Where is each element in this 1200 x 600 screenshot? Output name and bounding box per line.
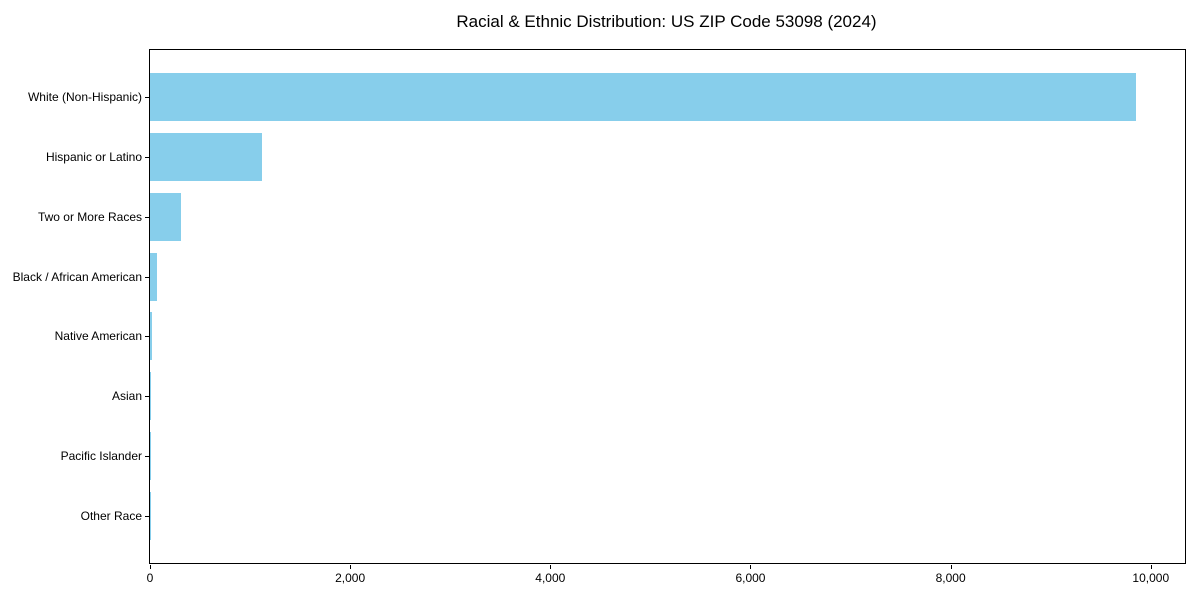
x-axis-tick [550,565,552,569]
x-axis-tick-label: 2,000 [335,571,366,585]
x-axis-tick-label: 8,000 [935,571,966,585]
plot-area: White (Non-Hispanic) Hispanic or Latino Tw… [13,49,1186,585]
bar [150,372,151,421]
y-axis-tick [145,336,149,338]
bar [150,491,151,540]
x-axis-tick [750,565,752,569]
y-axis-label: White (Non-Hispanic) [27,90,142,105]
y-axis-tick [145,216,149,218]
y-axis-label: Hispanic or Latino [45,150,142,165]
y-axis-tick [145,276,149,278]
y-axis-label: Other Race [80,508,142,523]
y-axis-label: Native American [54,329,142,344]
y-axis-label: Black / African American [12,269,142,284]
x-axis-tick [950,565,952,569]
y-axis-label: Asian [111,389,142,404]
x-axis-tick [350,565,352,569]
y-axis-tick [145,455,149,457]
bar [150,133,263,181]
x-axis-tick-label: 6,000 [735,571,766,585]
y-axis-tick [145,97,149,99]
x-axis-tick-label: 4,000 [535,571,566,585]
bar [150,312,152,361]
chart-title: Racial & Ethnic Distribution: US ZIP Cod… [456,12,877,31]
bar [150,73,1136,122]
y-axis-tick [145,515,149,517]
x-axis-tick-label: 10,000 [1132,571,1170,585]
x-axis-tick [150,565,151,569]
bar [150,192,182,241]
bar [150,252,157,301]
y-axis-label: Two or More Races [37,209,142,224]
x-axis-tick-label: 0 [146,571,154,585]
y-axis-label: Pacific Islander [60,448,142,463]
y-axis-tick [145,396,149,398]
y-axis-tick [145,157,149,159]
x-axis-tick [1150,565,1152,569]
